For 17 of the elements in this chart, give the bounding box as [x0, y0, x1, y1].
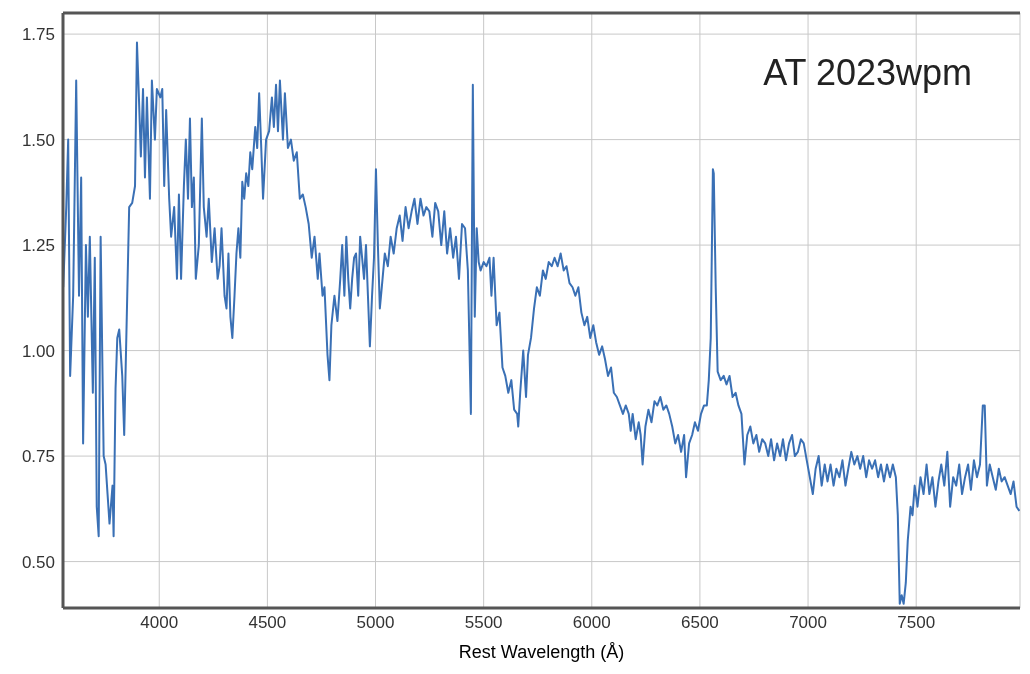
- x-tick-label: 6500: [681, 613, 719, 633]
- x-tick-label: 7500: [897, 613, 936, 633]
- y-tick-label: 0.75: [21, 447, 55, 467]
- y-tick-label: 1.75: [21, 25, 55, 45]
- x-axis-title: Rest Wavelength (Å): [458, 642, 625, 662]
- x-tick-label: 4000: [140, 613, 179, 633]
- x-tick-label: 4500: [248, 613, 287, 633]
- y-tick-label: 1.50: [21, 130, 55, 150]
- x-tick-label: 6000: [572, 613, 611, 633]
- x-tick-label: 7000: [789, 613, 827, 633]
- annotation: AT 2023wpm: [763, 52, 972, 94]
- y-tick-label: 1.25: [21, 236, 55, 256]
- x-tick-label: 5500: [464, 613, 503, 633]
- y-tick-label: 1.00: [21, 341, 55, 361]
- x-tick-label: 5000: [356, 613, 395, 633]
- line-series: [63, 41, 1020, 605]
- y-tick-label: 0.50: [21, 552, 55, 572]
